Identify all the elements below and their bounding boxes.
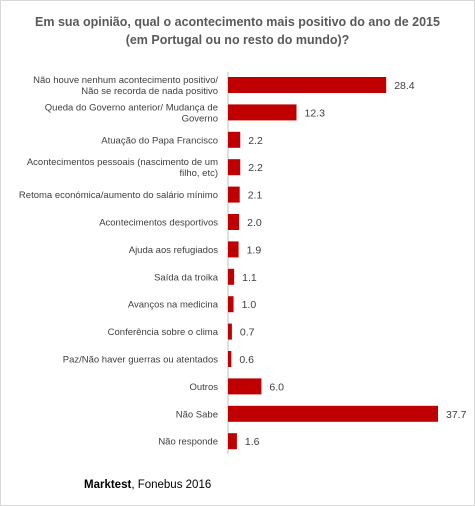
source-brand: Marktest <box>84 479 132 491</box>
bar-3 <box>228 159 241 176</box>
category-label-1-line-2: Governo <box>182 113 218 124</box>
value-label-10: 0.6 <box>239 354 254 366</box>
bar-5 <box>228 214 240 230</box>
bar-0 <box>228 77 387 93</box>
value-label-13: 1.6 <box>245 436 260 448</box>
bar-7 <box>228 268 235 285</box>
value-label-12: 37.7 <box>446 409 467 421</box>
bar-1 <box>228 104 297 121</box>
category-label-7: Saída da troika <box>154 272 219 283</box>
bar-10 <box>228 351 232 367</box>
value-label-11: 6.0 <box>269 381 284 393</box>
category-label-5: Acontecimentos desportivos <box>99 218 218 229</box>
bar-13 <box>228 433 237 450</box>
value-label-9: 0.7 <box>240 327 255 339</box>
category-label-10: Paz/Não haver guerras ou atentados <box>63 355 219 366</box>
bar-chart: 28.4 Não houve nenhum acontecimento posit… <box>19 72 467 455</box>
bar-2 <box>228 131 241 148</box>
bar-8 <box>228 296 234 313</box>
category-label-3-line-2: filho, etc) <box>179 168 218 179</box>
value-label-6: 1.9 <box>247 244 262 256</box>
category-label-2: Atuação do Papa Francisco <box>101 135 218 146</box>
bar-4 <box>228 186 240 203</box>
category-label-11: Outros <box>189 382 218 393</box>
chart-title-line-1: Em sua opinião, qual o acontecimento mai… <box>35 15 440 29</box>
category-label-6: Ajuda aos refugiados <box>129 245 219 256</box>
value-label-2: 2.2 <box>248 135 263 147</box>
category-label-9: Conferência sobre o clima <box>108 327 219 338</box>
value-label-7: 1.1 <box>242 272 257 284</box>
chart-title: Em sua opinião, qual o acontecimento mai… <box>0 13 475 49</box>
value-label-8: 1.0 <box>242 299 257 311</box>
category-label-0-line-1: Não houve nenhum acontecimento positivo/ <box>33 75 218 86</box>
source-note: Marktest, Fonebus 2016 <box>84 479 211 491</box>
category-label-12: Não Sabe <box>176 409 218 420</box>
category-label-13: Não responde <box>158 437 218 448</box>
category-label-1-line-1: Queda do Governo anterior/ Mudança de <box>45 102 218 113</box>
source-detail: , Fonebus 2016 <box>131 479 212 491</box>
value-label-0: 28.4 <box>394 80 415 92</box>
value-label-1: 12.3 <box>305 107 326 119</box>
value-label-3: 2.2 <box>248 162 263 174</box>
bar-9 <box>228 323 232 340</box>
bar-12 <box>228 405 438 422</box>
bar-11 <box>228 378 262 395</box>
category-label-3-line-1: Acontecimentos pessoais (nascimento de u… <box>27 157 218 168</box>
bar-6 <box>228 241 239 258</box>
category-label-0-line-2: Não se recorda de nada positivo <box>81 86 218 97</box>
chart-title-line-2: (em Portugal ou no resto do mundo)? <box>125 33 350 47</box>
category-label-4: Retoma económica/aumento do salário míni… <box>19 190 218 201</box>
value-label-5: 2.0 <box>247 217 262 229</box>
value-label-4: 2.1 <box>248 190 263 202</box>
category-label-8: Avanços na medicina <box>128 300 219 311</box>
